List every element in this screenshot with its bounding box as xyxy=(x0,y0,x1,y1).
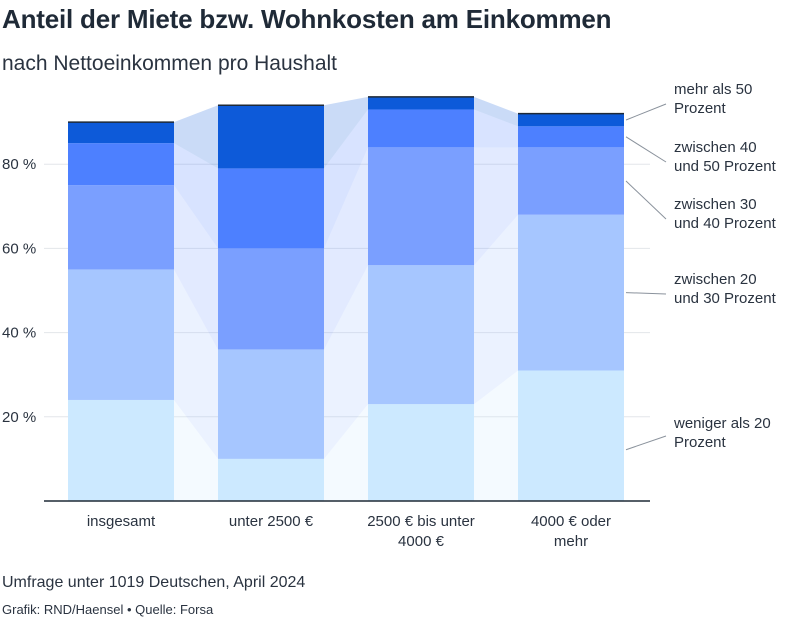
y-tick-label: 40 % xyxy=(2,325,36,342)
legend-leader-line xyxy=(625,136,667,163)
legend-label: mehr als 50 xyxy=(674,81,752,98)
legend-label: Prozent xyxy=(674,434,727,451)
bar-segment xyxy=(68,399,174,501)
connector-band xyxy=(174,185,218,350)
x-category-label: 4000 € xyxy=(398,533,445,550)
x-category-label: 4000 € oder xyxy=(531,513,611,530)
bar-segment xyxy=(68,185,174,270)
x-category-label: unter 2500 € xyxy=(229,513,314,530)
bar-segment xyxy=(218,248,324,350)
connector-band xyxy=(474,147,518,266)
connector-band xyxy=(174,399,218,501)
bar-segment xyxy=(368,404,474,501)
connector-band xyxy=(324,147,368,350)
connector-band xyxy=(174,143,218,249)
connector-band xyxy=(474,109,518,148)
source-credit: Grafik: RND/Haensel • Quelle: Forsa xyxy=(2,602,214,617)
legend-label: zwischen 40 xyxy=(674,139,757,156)
legend-leader-line xyxy=(625,180,667,220)
bar-segment xyxy=(218,105,324,169)
connector-band xyxy=(324,96,368,169)
connector-band xyxy=(324,109,368,249)
connector-band xyxy=(474,214,518,405)
bar-segment xyxy=(68,122,174,144)
stacked-bar-chart: 20 % 40 % 60 % 80 % insgesamt unter 2500 € 250… xyxy=(2,81,777,550)
bar-segment xyxy=(368,265,474,405)
bar-segment xyxy=(68,269,174,400)
bar-segment xyxy=(518,214,624,371)
legend-label: und 40 Prozent xyxy=(674,215,777,232)
bar-segment xyxy=(218,168,324,249)
x-category-label: 2500 € bis unter xyxy=(367,513,475,530)
connector-band xyxy=(174,105,218,169)
connector-band xyxy=(474,370,518,501)
bar-segment xyxy=(368,147,474,266)
bar-segment xyxy=(68,143,174,186)
connector-band xyxy=(324,404,368,501)
bar-segment xyxy=(518,126,624,148)
chart-title: Anteil der Miete bzw. Wohnkosten am Eink… xyxy=(2,4,612,34)
x-category-label: insgesamt xyxy=(87,513,156,530)
connector-band xyxy=(174,269,218,459)
chart-subtitle: nach Nettoeinkommen pro Haushalt xyxy=(2,52,338,75)
connector-band xyxy=(324,265,368,459)
x-category-label: mehr xyxy=(554,533,588,550)
bar-segment xyxy=(368,109,474,148)
bar-segment xyxy=(218,349,324,459)
bar-segment xyxy=(518,113,624,127)
legend-label: und 50 Prozent xyxy=(674,158,777,175)
survey-note: Umfrage unter 1019 Deutschen, April 2024 xyxy=(2,574,306,591)
legend-leader-line xyxy=(625,435,667,451)
y-tick-label: 80 % xyxy=(2,156,36,173)
legend-label: zwischen 30 xyxy=(674,196,757,213)
legend-leader-line xyxy=(625,103,667,121)
legend-label: weniger als 20 xyxy=(673,415,771,432)
legend-label: Prozent xyxy=(674,100,727,117)
bar-segment xyxy=(518,147,624,215)
bar-segment xyxy=(368,96,474,110)
legend-label: zwischen 20 xyxy=(674,271,757,288)
bar-segment xyxy=(518,370,624,501)
y-tick-label: 20 % xyxy=(2,409,36,426)
connector-band xyxy=(474,96,518,127)
bar-segment xyxy=(218,458,324,501)
y-tick-label: 60 % xyxy=(2,240,36,257)
legend-leader-line xyxy=(625,292,667,295)
legend-label: und 30 Prozent xyxy=(674,290,777,307)
